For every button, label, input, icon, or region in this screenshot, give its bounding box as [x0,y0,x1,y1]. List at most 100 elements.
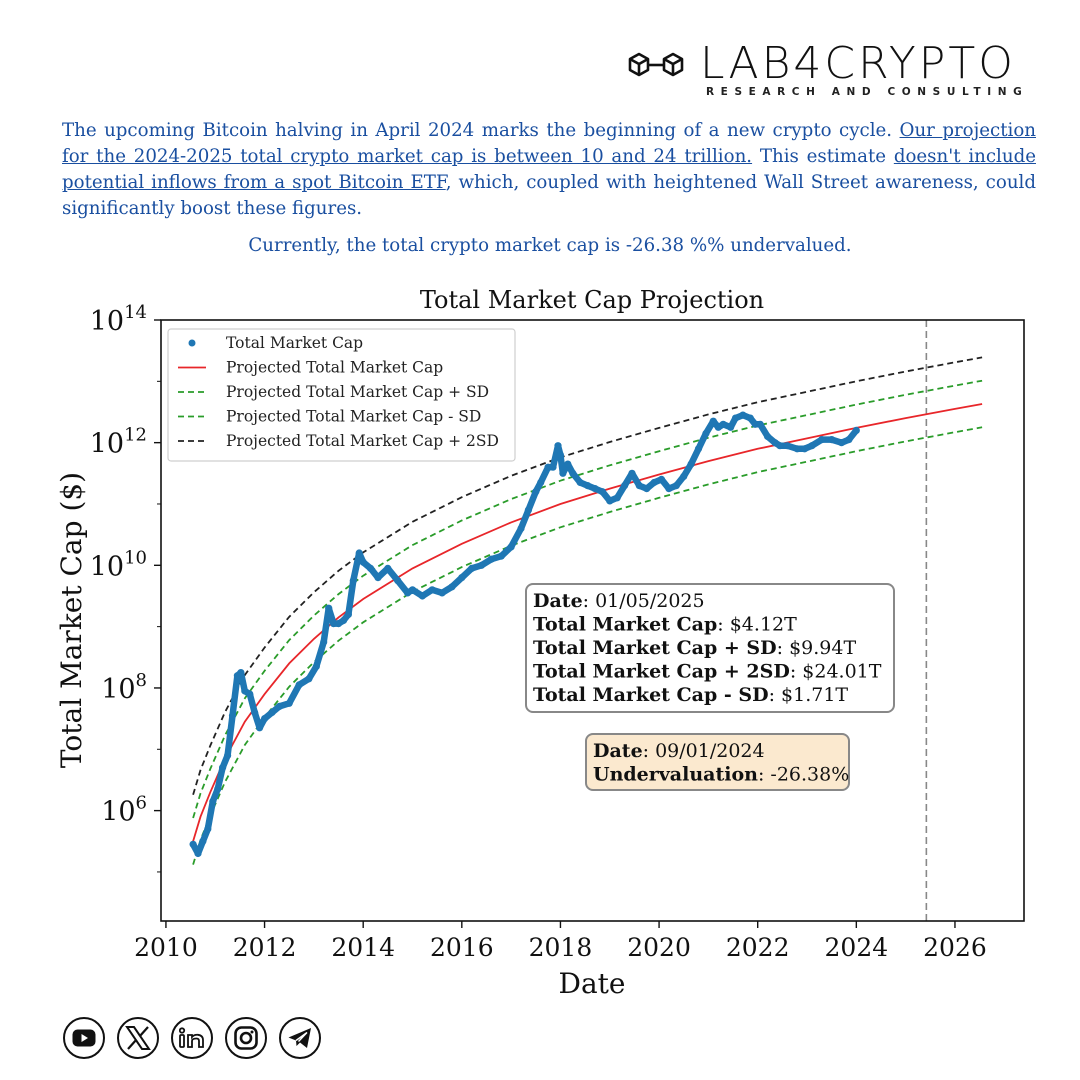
market-cap-point [537,478,545,487]
y-tick-base: 10 [90,551,124,582]
intro-paragraph: The upcoming Bitcoin halving in April 20… [62,118,1036,222]
market-cap-point [751,420,759,428]
market-cap-point [635,482,643,490]
market-cap-point [228,712,237,720]
market-cap-point [559,469,567,477]
market-cap-point [569,469,577,477]
linkedin-button[interactable] [171,1017,213,1059]
market-cap-point [628,469,636,477]
annotation-value: : 09/01/2024 [643,740,765,762]
market-cap-point [355,549,363,557]
market-cap-point [305,675,313,683]
annotation-row: Total Market Cap: $4.12T [533,614,797,636]
market-cap-point [246,690,254,698]
y-tick-exponent: 14 [124,302,147,323]
legend-frame [167,328,516,462]
market-cap-point [394,577,402,585]
y-tick-base: 10 [101,797,135,828]
market-cap-point [584,482,592,490]
legend-label: Projected Total Market Cap + SD [226,383,489,401]
plot-frame [160,319,1025,922]
market-cap-point [438,589,446,597]
annotation-label: Total Market Cap - SD [533,684,769,706]
market-cap-point [256,724,264,732]
y-tick-exponent: 10 [124,547,147,568]
x-axis: 2010 2012 2014 2016 2018 2020 2022 2024 2026 [134,921,987,962]
legend-label: Projected Total Market Cap + 2SD [226,432,499,450]
x-button[interactable] [117,1017,159,1059]
market-cap-point [764,432,772,441]
market-cap-point [367,564,375,573]
market-cap-point [739,411,747,419]
series-line-4 [192,356,983,795]
y-tick-label: 1014 [90,302,147,337]
market-cap-point [650,478,658,487]
market-cap-point [507,543,515,551]
y-tick-exponent: 12 [124,425,147,446]
market-cap-point [194,849,202,858]
market-cap-point [418,592,426,600]
series-line-2 [192,379,983,819]
market-cap-point [275,702,283,711]
market-cap-point [549,463,557,471]
legend-label: Total Market Cap [226,334,363,352]
instagram-button[interactable] [225,1017,267,1059]
x-tick-label: 2018 [529,933,593,962]
annotation-row: Total Market Cap - SD: $1.71T [533,684,848,706]
market-cap-point [564,460,572,468]
market-cap-point [727,423,735,431]
intro-text-2: This estimate [752,146,894,167]
projection-link[interactable]: Our projection for the 2024-2025 total c… [62,120,1036,167]
annotation-label: Undervaluation [593,764,758,786]
market-cap-point [776,442,784,450]
market-cap-point [694,445,703,453]
market-cap-point [251,708,259,717]
market-cap-point [818,436,826,444]
annotation-label: Total Market Cap [533,614,717,636]
telegram-icon [288,1028,311,1048]
market-cap-point [199,837,207,845]
annotation-label: Date [593,740,643,762]
etf-link[interactable]: doesn't include potential inflows from a… [62,146,1036,193]
x-tick-label: 2016 [430,933,494,962]
y-tick-label: 1010 [90,547,147,582]
market-cap-point [709,417,717,425]
market-cap-point [458,574,466,582]
market-cap-point [237,669,245,677]
market-cap-point [731,414,740,422]
annotation-label: Date [533,590,583,612]
x-tick-label: 2010 [134,933,198,962]
market-cap-point [268,708,276,717]
instagram-icon [234,1026,258,1050]
market-cap-point [285,699,293,707]
chart-title: Total Market Cap Projection [420,286,764,314]
market-cap-point [408,586,417,594]
market-cap-point [554,442,562,450]
market-cap-point [224,751,232,760]
youtube-icon [72,1029,96,1047]
market-cap-point [344,610,352,619]
market-cap-point [477,561,486,569]
youtube-button[interactable] [63,1017,105,1059]
market-cap-point [576,478,584,487]
market-cap-point [783,442,791,450]
market-cap-point [349,577,357,585]
market-cap-point [746,414,754,422]
market-cap-point [621,482,629,490]
market-cap-point [643,485,651,493]
series-line-3 [192,426,983,865]
x-tick-label: 2012 [233,933,297,962]
x-tick-label: 2014 [331,933,395,962]
telegram-button[interactable] [279,1017,321,1059]
market-cap-point [204,825,212,833]
annotation-value: : $9.94T [777,637,857,659]
market-cap-point [497,552,505,560]
market-cap-point [532,488,540,496]
intro-text-3: , which, coupled with heightened Wall St… [62,172,1036,219]
market-cap-point [209,797,217,806]
x-tick-label: 2022 [726,933,790,962]
series-layer [189,320,983,921]
market-cap-point [339,616,348,625]
